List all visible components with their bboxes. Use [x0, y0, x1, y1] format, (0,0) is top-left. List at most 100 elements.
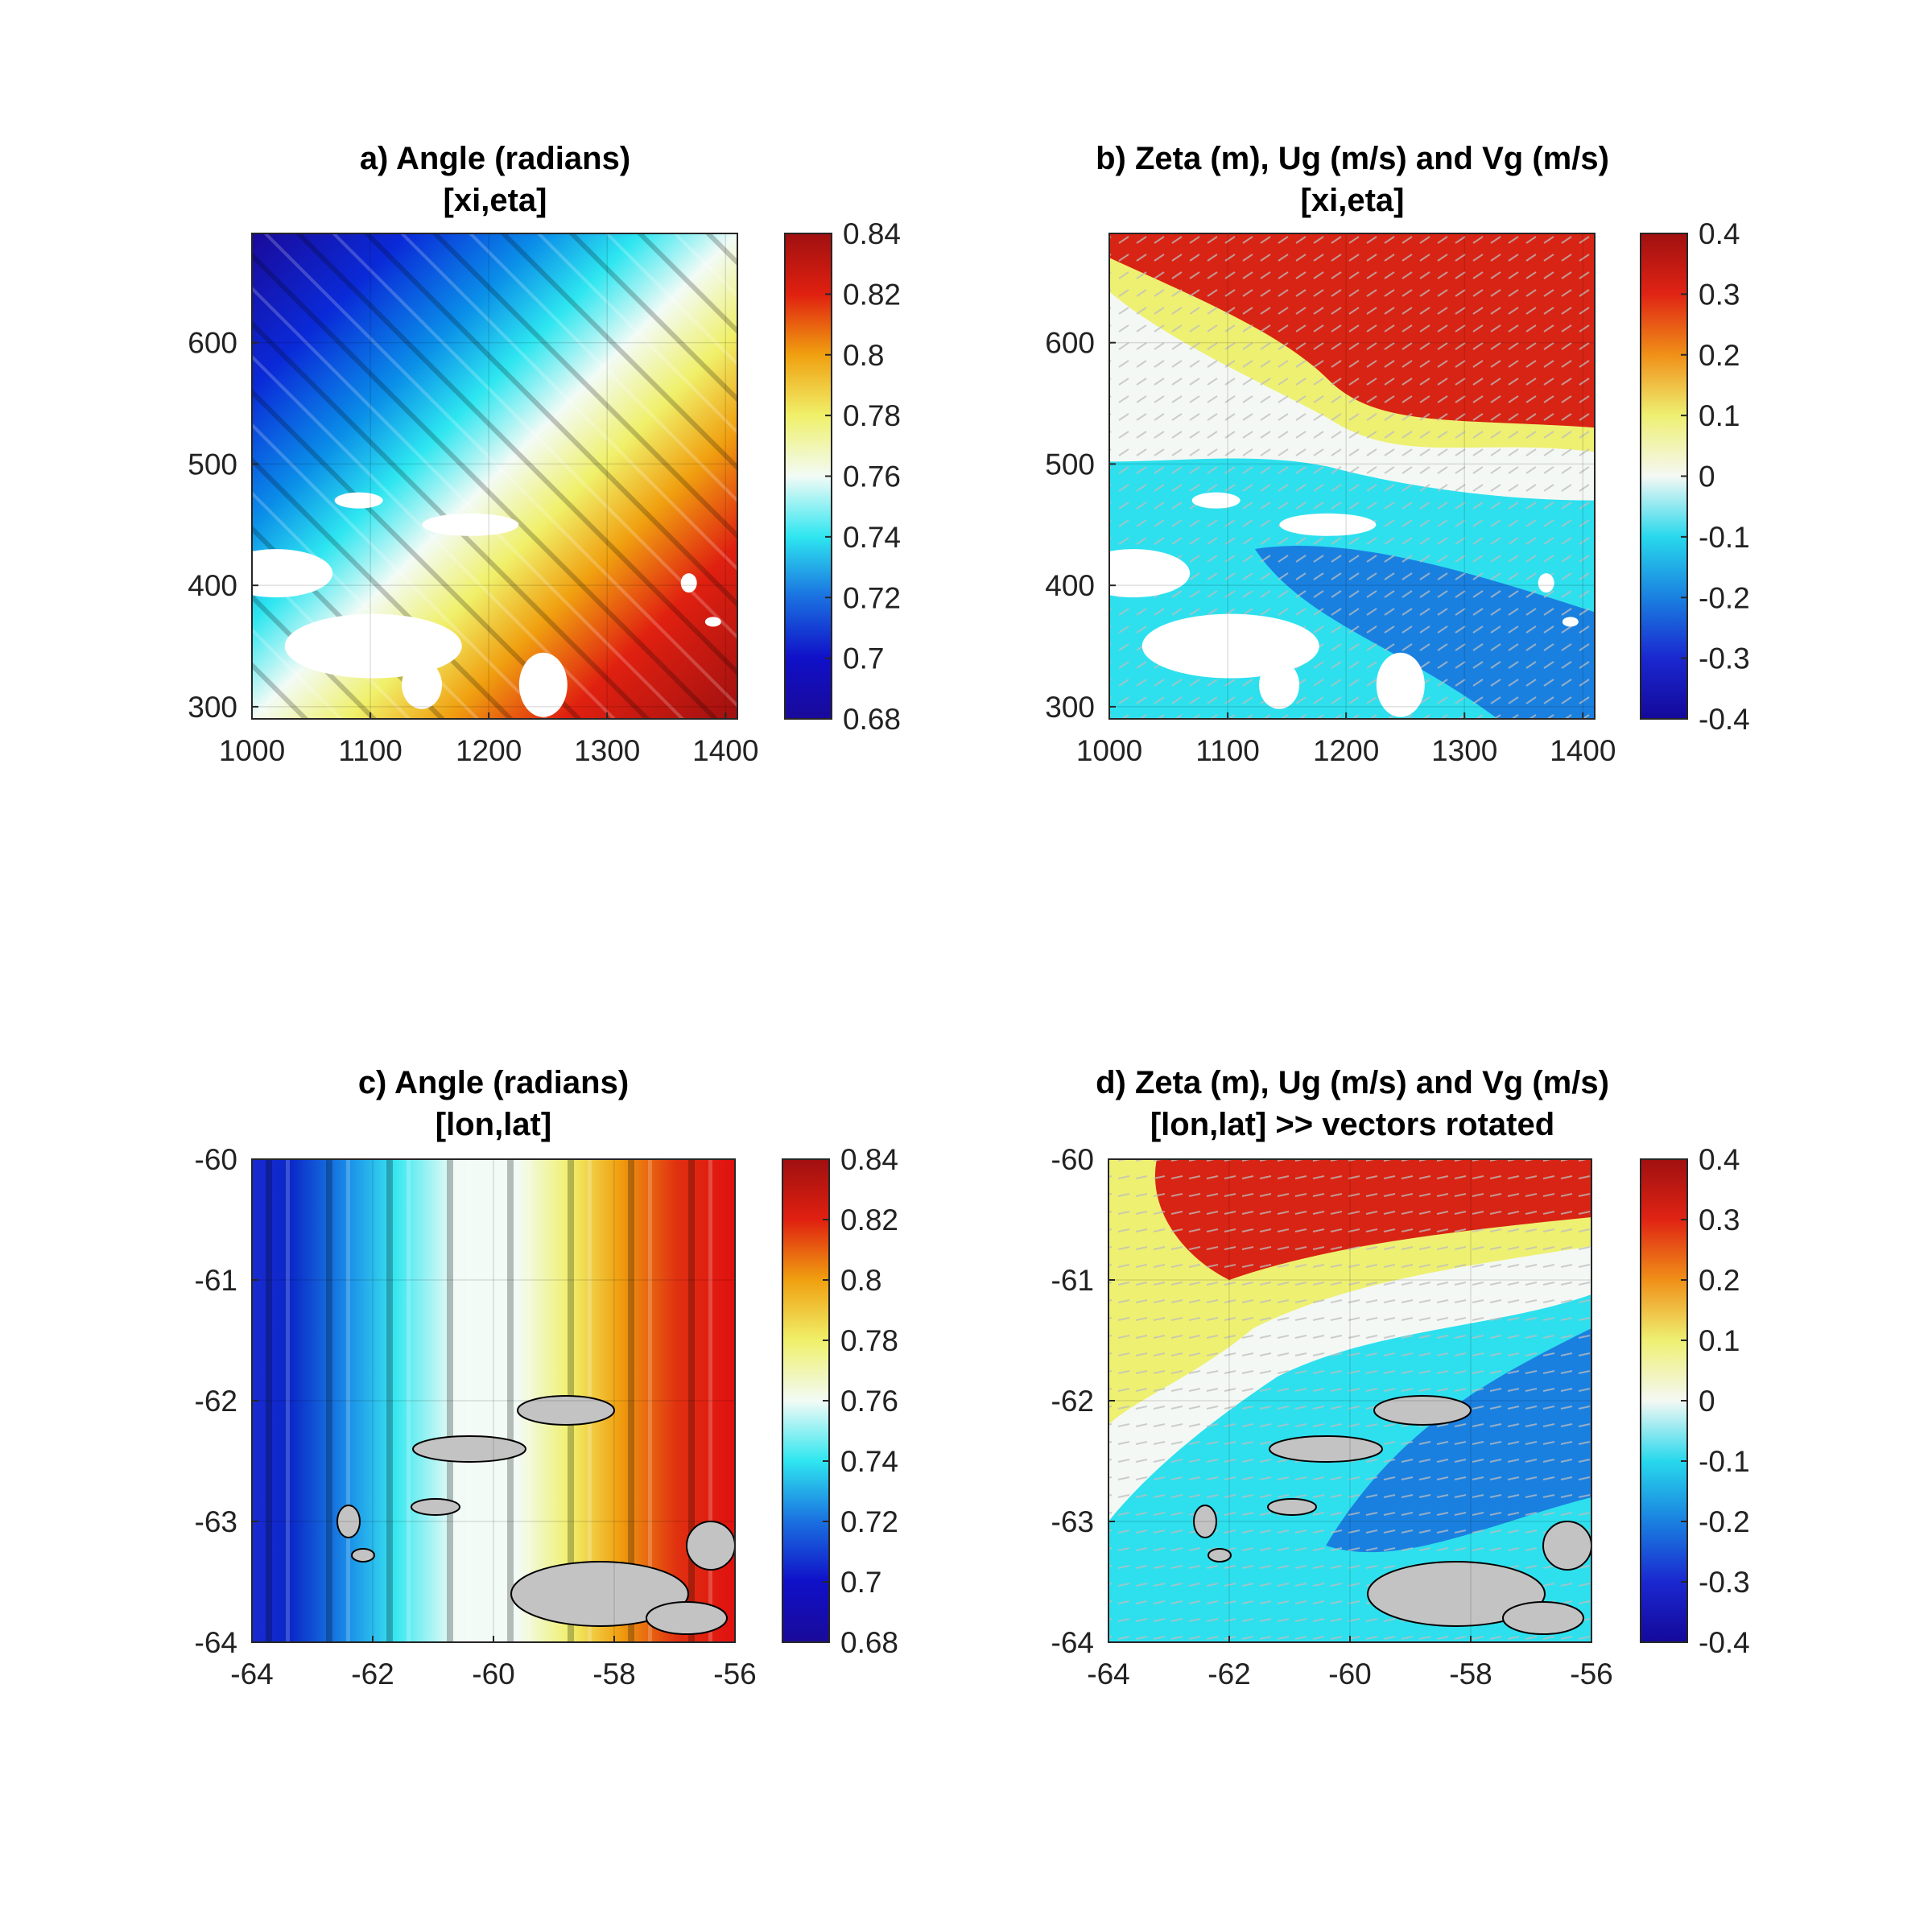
colorbar-label-a-4: 0.76 — [843, 460, 901, 493]
ytick-label-b-1: 400 — [1045, 569, 1095, 602]
colorbar-label-c-1: 0.7 — [840, 1566, 881, 1599]
plot-area-c — [252, 1159, 735, 1642]
ytick-label-a-3: 600 — [188, 327, 237, 360]
land-mask-a-6 — [704, 617, 721, 627]
xtick-label-c-3: -58 — [592, 1657, 635, 1690]
ytick-label-c-2: -62 — [195, 1385, 237, 1418]
colorbar-label-b-1: 0.3 — [1699, 278, 1740, 311]
xtick-label-b-0: 1000 — [1076, 734, 1142, 767]
colorbar-label-b-7: -0.3 — [1699, 642, 1750, 675]
colorbar-label-b-0: 0.4 — [1699, 217, 1740, 250]
land-mask-d-0 — [1373, 1395, 1472, 1426]
xtick-label-a-0: 1000 — [219, 734, 285, 767]
ytick-label-c-1: -61 — [195, 1264, 237, 1297]
land-mask-c-1 — [412, 1435, 526, 1463]
ytick-label-d-1: -61 — [1051, 1264, 1094, 1297]
xtick-label-d-0: -64 — [1087, 1657, 1129, 1690]
panel-a-title-line-1: a) Angle (radians) — [360, 141, 630, 176]
land-mask-d-4 — [1208, 1548, 1232, 1563]
panel-c-title-line-2: [lon,lat] — [436, 1107, 551, 1142]
ytick-label-d-0: -60 — [1051, 1143, 1094, 1176]
ytick-label-a-0: 300 — [188, 691, 237, 724]
plot-area-b — [1109, 233, 1595, 719]
land-mask-b-7 — [1191, 492, 1241, 509]
colorbar-label-b-8: -0.4 — [1699, 703, 1750, 736]
colorbar-label-b-3: 0.1 — [1699, 399, 1740, 432]
ytick-label-c-4: -64 — [195, 1626, 237, 1659]
colorbar-label-c-6: 0.8 — [840, 1264, 881, 1297]
plot-area-a — [252, 233, 737, 719]
panel-d-title-line-1: d) Zeta (m), Ug (m/s) and Vg (m/s) — [1096, 1065, 1609, 1100]
land-mask-d-2 — [1267, 1498, 1317, 1516]
land-mask-b-3 — [1376, 652, 1425, 717]
colorbar-label-a-5: 0.78 — [843, 399, 901, 432]
panel-d: d) Zeta (m), Ug (m/s) and Vg (m/s) [lon,l… — [1051, 1065, 1750, 1690]
ytick-label-b-3: 600 — [1045, 327, 1095, 360]
colorbar-label-a-1: 0.7 — [843, 642, 884, 675]
colorbar-label-d-7: -0.3 — [1699, 1566, 1750, 1599]
colorbar-label-d-4: 0 — [1699, 1385, 1715, 1418]
colorbar-label-d-1: 0.3 — [1699, 1203, 1740, 1236]
colorbar-label-c-4: 0.76 — [840, 1385, 898, 1418]
colorbar-a — [784, 233, 832, 720]
xtick-label-d-3: -58 — [1449, 1657, 1492, 1690]
colorbar-label-a-8: 0.84 — [843, 217, 901, 250]
xtick-label-a-1: 1100 — [338, 734, 402, 767]
land-mask-a-0 — [252, 549, 333, 598]
colorbar-label-a-0: 0.68 — [843, 703, 901, 736]
ytick-label-b-0: 300 — [1045, 691, 1095, 724]
land-mask-b-5 — [1538, 573, 1554, 593]
colorbar-label-d-5: -0.1 — [1699, 1445, 1750, 1478]
land-mask-c-0 — [517, 1395, 615, 1426]
land-mask-d-6 — [1542, 1521, 1591, 1571]
land-mask-d-5 — [1367, 1561, 1546, 1627]
colorbar-label-d-0: 0.4 — [1699, 1143, 1740, 1176]
panel-a-title-line-2: [xi,eta] — [444, 183, 547, 218]
panel-d-title-line-2: [lon,lat] >> vectors rotated — [1150, 1107, 1554, 1142]
land-mask-c-2 — [411, 1498, 460, 1516]
colorbar-label-a-2: 0.72 — [843, 581, 901, 614]
colorbar-label-d-3: 0.1 — [1699, 1324, 1740, 1357]
panel-b-title-line-1: b) Zeta (m), Ug (m/s) and Vg (m/s) — [1096, 141, 1609, 176]
panel-b-title-line-2: [xi,eta] — [1301, 183, 1405, 218]
colorbar-label-b-6: -0.2 — [1699, 581, 1750, 614]
land-mask-b-0 — [1109, 549, 1191, 598]
land-mask-c-7 — [646, 1601, 728, 1635]
panel-c-title-line-1: c) Angle (radians) — [358, 1065, 629, 1100]
land-mask-b-4 — [1259, 660, 1300, 709]
colorbar-c — [782, 1158, 830, 1643]
land-mask-c-5 — [510, 1561, 689, 1627]
axes-frame-b — [1108, 233, 1596, 720]
ytick-label-a-2: 500 — [188, 448, 237, 481]
colorbar-label-b-5: -0.1 — [1699, 521, 1750, 554]
colorbar-label-c-2: 0.72 — [840, 1505, 898, 1538]
plot-area-d — [1108, 1159, 1591, 1642]
colorbar-b — [1640, 233, 1688, 720]
xtick-label-d-2: -60 — [1328, 1657, 1371, 1690]
land-mask-a-3 — [518, 652, 568, 717]
land-mask-d-1 — [1269, 1435, 1383, 1463]
colorbar-label-c-3: 0.74 — [840, 1445, 898, 1478]
xtick-label-b-2: 1200 — [1313, 734, 1379, 767]
colorbar-label-c-8: 0.84 — [840, 1143, 898, 1176]
xtick-label-a-2: 1200 — [456, 734, 522, 767]
colorbar-label-c-7: 0.82 — [840, 1203, 898, 1236]
xtick-label-b-3: 1300 — [1431, 734, 1497, 767]
panel-b: b) Zeta (m), Ug (m/s) and Vg (m/s) [xi,et… — [1045, 141, 1750, 767]
land-mask-a-2 — [422, 513, 519, 536]
land-mask-d-3 — [1193, 1505, 1217, 1538]
colorbar-label-c-0: 0.68 — [840, 1626, 898, 1659]
land-mask-c-3 — [336, 1505, 361, 1538]
land-mask-c-6 — [686, 1521, 735, 1571]
contour-bands-c — [252, 1159, 735, 1642]
xtick-label-c-2: -60 — [472, 1657, 514, 1690]
land-mask-a-5 — [680, 573, 697, 593]
land-mask-a-7 — [334, 492, 383, 509]
colorbar-label-a-7: 0.82 — [843, 278, 901, 311]
colorbar-label-d-6: -0.2 — [1699, 1505, 1750, 1538]
ytick-label-b-2: 500 — [1045, 448, 1095, 481]
land-mask-a-4 — [402, 660, 443, 709]
xtick-label-a-4: 1400 — [692, 734, 758, 767]
panel-c: c) Angle (radians) [lon,lat] -64 -62 -60 -58 -… — [195, 1065, 899, 1690]
velocity-vectors-d — [1108, 1159, 1591, 1642]
